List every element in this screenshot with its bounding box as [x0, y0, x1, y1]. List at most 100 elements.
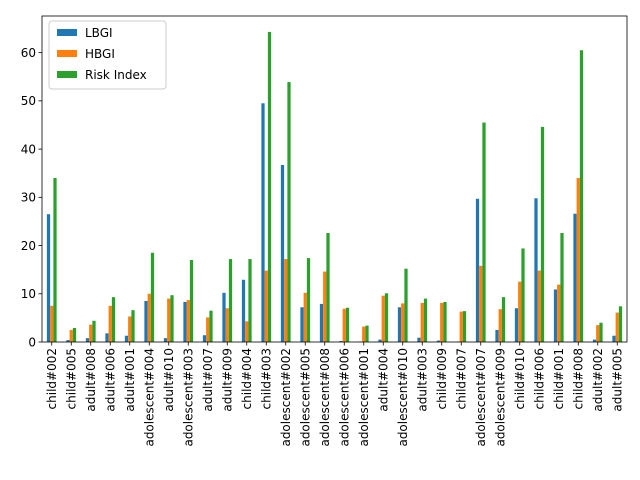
bar-lbgi [417, 337, 421, 342]
legend-swatch-hbgi [57, 50, 77, 57]
x-tick-label: adolescent#002 [279, 348, 293, 447]
bar-risk-index [482, 122, 486, 342]
x-tick-label: adult#008 [84, 348, 98, 412]
x-tick-label: child#001 [552, 348, 566, 409]
bar-risk-index [248, 259, 252, 342]
x-tick-label: child#004 [240, 348, 254, 409]
y-axis: 0 10 20 30 40 50 60 [21, 46, 42, 349]
x-tick-label: adolescent#001 [357, 348, 371, 447]
bar-hbgi [401, 303, 405, 342]
bar-lbgi [241, 279, 246, 342]
x-tick-label: adult#001 [123, 348, 137, 412]
bar-risk-index [618, 306, 623, 342]
bar-lbgi [46, 214, 51, 342]
legend: LBGI HBGI Risk Index [48, 20, 167, 90]
bar-risk-index [92, 320, 96, 342]
bar-hbgi [420, 302, 424, 342]
bar-risk-index [365, 325, 369, 342]
bar-lbgi [592, 339, 597, 342]
bar-hbgi [440, 302, 444, 342]
bar-risk-index [540, 126, 545, 342]
bar-risk-index [287, 82, 291, 342]
bar-risk-index [209, 310, 213, 342]
x-tick-label: adolescent#004 [143, 348, 157, 447]
bar-lbgi [397, 307, 402, 342]
bar-lbgi [183, 301, 187, 342]
bar-hbgi [323, 271, 327, 342]
bar-hbgi [167, 298, 171, 342]
bar-lbgi [280, 165, 285, 342]
bar-risk-index [131, 310, 135, 342]
bar-hbgi [50, 305, 54, 342]
y-tick-label: 10 [21, 287, 36, 301]
legend-box [48, 20, 167, 90]
bar-hbgi [264, 270, 268, 342]
bar-risk-index [228, 259, 233, 342]
bar-risk-index [462, 311, 467, 342]
bar-risk-index [150, 252, 155, 342]
x-tick-label: adult#004 [377, 348, 391, 412]
bar-risk-index [345, 307, 350, 342]
bar-lbgi [85, 338, 90, 342]
bar-lbgi [553, 289, 558, 342]
x-tick-label: adolescent#008 [318, 348, 332, 447]
bar-hbgi [615, 312, 619, 342]
x-tick-label: child#009 [435, 348, 449, 409]
bar-hbgi [186, 300, 190, 342]
bar-lbgi [339, 341, 343, 342]
bar-lbgi [319, 303, 324, 342]
bar-lbgi [612, 335, 616, 342]
bar-risk-index [326, 233, 330, 342]
x-tick-label: child#008 [572, 348, 586, 409]
bar-hbgi [206, 317, 210, 342]
bar-risk-index [599, 322, 603, 342]
x-tick-label: child#007 [455, 348, 469, 409]
x-tick-label: adolescent#006 [338, 348, 352, 447]
x-tick-label: child#006 [533, 348, 547, 409]
bar-risk-index [189, 260, 194, 342]
bar-hbgi [108, 305, 112, 342]
x-tick-label: adolescent#010 [396, 348, 410, 447]
x-tick-label: child#010 [513, 348, 527, 409]
x-tick-label: adolescent#009 [494, 348, 508, 447]
bar-risk-index [111, 297, 116, 342]
bar-risk-index [53, 178, 57, 342]
bar-risk-index [501, 297, 506, 342]
y-tick-label: 0 [28, 335, 36, 349]
x-tick-label: adult#010 [162, 348, 176, 412]
plot-frame [41, 15, 628, 343]
bar-hbgi [381, 295, 385, 342]
y-tick-label: 30 [21, 191, 36, 205]
bar-lbgi [514, 308, 519, 342]
x-tick-label: child#003 [260, 348, 274, 409]
bar-hbgi [147, 293, 151, 342]
y-tick-label: 20 [21, 239, 36, 253]
bar-hbgi [459, 311, 463, 342]
bar-lbgi [378, 339, 382, 342]
bar-risk-index [267, 31, 272, 342]
bar-lbgi [300, 307, 304, 342]
bar-risk-index [560, 233, 564, 342]
bar-hbgi [128, 316, 132, 342]
x-tick-label: adult#002 [591, 348, 605, 412]
bar-hbgi [362, 326, 366, 342]
bar-lbgi [436, 340, 441, 342]
bar-lbgi [573, 213, 577, 342]
bar-lbgi [163, 338, 168, 342]
legend-swatch-lbgi [57, 29, 77, 36]
y-tick-label: 40 [21, 142, 36, 156]
x-tick-label: adult#007 [201, 348, 215, 412]
x-tick-label: adult#006 [104, 348, 118, 412]
bar-risk-index [72, 328, 77, 342]
bar-risk-index [306, 258, 311, 342]
x-tick-label: adult#005 [611, 348, 625, 412]
bar-lbgi [495, 329, 499, 342]
bar-hbgi [518, 281, 522, 342]
bar-lbgi [66, 340, 70, 342]
bar-lbgi [105, 333, 109, 342]
bar-risk-index [384, 293, 389, 342]
bar-risk-index [443, 301, 447, 342]
legend-swatch-risk-index [57, 71, 77, 78]
bar-hbgi [89, 324, 93, 342]
